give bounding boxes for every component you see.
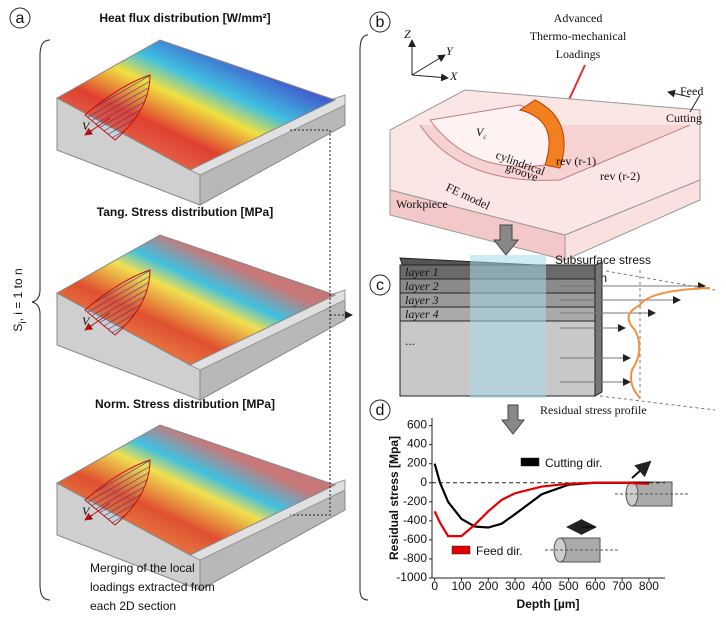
layer-label: layer 1 [405,265,439,279]
panel-title: Norm. Stress distribution [MPa] [95,397,275,411]
y-tick-label: 600 [407,418,427,432]
axis-z: Z [404,27,411,41]
caption-line: loadings extracted from [90,580,215,594]
legend-label: Cutting dir. [545,456,602,470]
axis-y: Y [446,44,454,58]
legend-swatch [452,546,470,554]
caption-line: each 2D section [90,599,176,613]
x-tick-label: 800 [639,579,659,593]
y-tick-label: 0 [420,475,427,489]
panel-label: b [376,14,385,31]
x-tick-label: 700 [612,579,632,593]
series-line [435,483,649,536]
profile-label: Residual stress profile [540,403,647,417]
velocity-sub: c [89,322,93,331]
x-tick-label: 400 [532,579,552,593]
layer-label: ... [405,334,415,348]
velocity-sub: c [89,127,93,136]
y-tick-label: -600 [403,532,427,546]
x-tick-label: 600 [585,579,605,593]
layer-label: layer 2 [405,279,439,293]
fe-block [390,90,700,260]
y-tick-label: -200 [403,494,427,508]
brace [32,40,50,600]
rev-label: rev (r-2) [600,169,640,183]
side-rest: , i = 1 to n [11,268,25,321]
loading-label: Thermo-mechanical [530,29,627,43]
series-line [435,464,649,528]
layer-label: layer 3 [405,293,439,307]
x-tick-label: 300 [505,579,525,593]
side-label: Si, i = 1 to n [11,268,29,331]
velocity-sub: c [89,512,93,521]
caption-line: Merging of the local [90,561,195,575]
profile-curve [629,288,710,398]
panel-a: a Heat flux distribution [W/mm²] Tang. S… [10,8,352,613]
layer-label: layer 4 [405,307,439,321]
axis-x: X [449,69,458,83]
y-tick-label: -800 [403,551,427,565]
panel-label: c [376,277,384,294]
y-axis-label: Residual stress [Mpa] [387,436,401,560]
page: { "panel_a": { "label": "a", "titles": [… [0,0,726,617]
x-tick-label: 100 [451,579,471,593]
cutting-label: Cutting [666,111,702,125]
panel-label: a [16,10,25,27]
legend-swatch [521,458,539,466]
side-main: S [11,324,25,332]
loading-label: Loadings [556,47,601,61]
panel-label: d [376,402,385,419]
figure: a Heat flux distribution [W/mm²] Tang. S… [0,0,726,617]
legend-label: Feed dir. [476,544,523,558]
x-tick-label: 0 [431,579,438,593]
panel-c: c Subsurface stress extraction layer 1 l… [370,253,715,434]
x-axis-label: Depth [µm] [517,597,580,611]
cylinder-icon [545,462,690,562]
y-tick-label: -1000 [396,570,427,584]
slab-heat: Vc [57,40,345,205]
loading-label: Advanced [554,11,603,25]
extraction-window [470,255,546,398]
y-tick-label: 200 [407,456,427,470]
y-tick-label: -400 [403,513,427,527]
slab-tang: Vc [57,235,345,400]
rev-label: rev (r-1) [556,154,596,168]
panel-d: d Residual stress [Mpa] Depth [µm] 600 40… [370,400,690,611]
panel-title: Tang. Stress distribution [MPa] [97,205,273,219]
axes-triad: Z Y X [404,27,458,83]
panel-title: Heat flux distribution [W/mm²] [99,11,270,25]
x-tick-label: 200 [478,579,498,593]
brace [360,35,368,600]
y-tick-label: 400 [407,437,427,451]
x-tick-label: 500 [559,579,579,593]
workpiece-label: Workpiece [396,197,448,211]
down-arrow [502,405,524,434]
